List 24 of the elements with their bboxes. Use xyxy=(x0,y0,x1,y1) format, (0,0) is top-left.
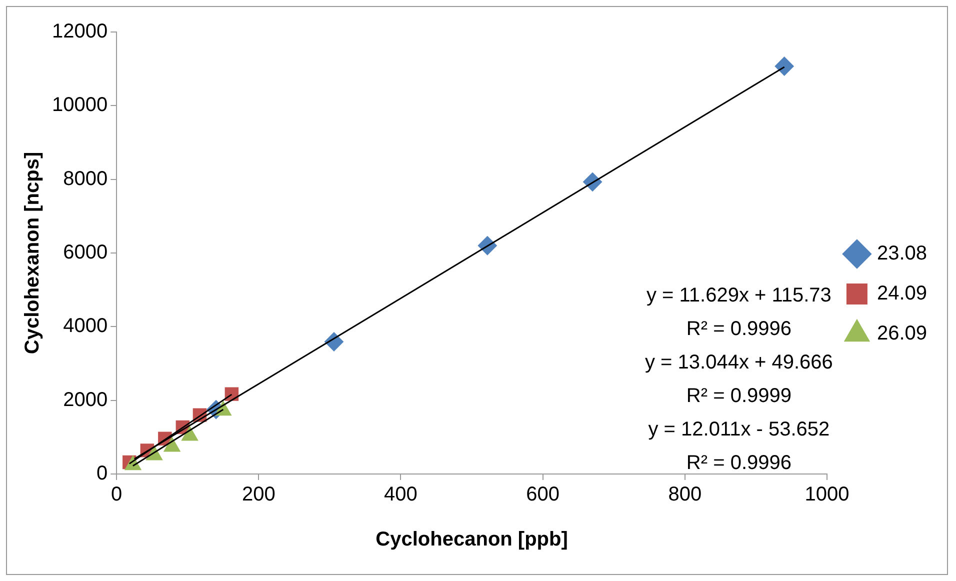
y-tick-label: 4000 xyxy=(63,315,108,338)
y-tick-label: 2000 xyxy=(63,388,108,411)
legend-label: 23.08 xyxy=(876,242,928,265)
annotation: R² = 0.9996 xyxy=(686,452,792,474)
legend-label: 24.09 xyxy=(876,282,928,305)
y-tick-label: 12000 xyxy=(52,20,108,43)
y-axis-title: Cyclohexanon [ncps] xyxy=(22,152,44,354)
x-tick-label: 0 xyxy=(111,484,122,506)
annotation: y = 12.011x - 53.652 xyxy=(648,418,830,441)
annotation: y = 11.629x + 115.73 xyxy=(646,284,832,307)
annotation: R² = 0.9996 xyxy=(686,318,792,340)
x-tick-label: 600 xyxy=(526,484,560,506)
y-tick-label: 6000 xyxy=(63,242,108,264)
x-tick-label: 200 xyxy=(242,484,276,506)
x-axis-title: Cyclohecanon [ppb] xyxy=(376,528,568,551)
x-tick-label: 400 xyxy=(384,484,418,506)
y-tick-label: 0 xyxy=(96,462,108,485)
annotation: R² = 0.9999 xyxy=(686,385,792,408)
x-tick-label: 800 xyxy=(668,484,702,506)
annotation: y = 13.044x + 49.666 xyxy=(644,352,833,374)
x-tick-label: 1000 xyxy=(804,484,850,506)
legend-label: 26.09 xyxy=(876,322,928,345)
y-tick-label: 8000 xyxy=(63,168,108,190)
y-tick-label: 10000 xyxy=(52,94,108,116)
